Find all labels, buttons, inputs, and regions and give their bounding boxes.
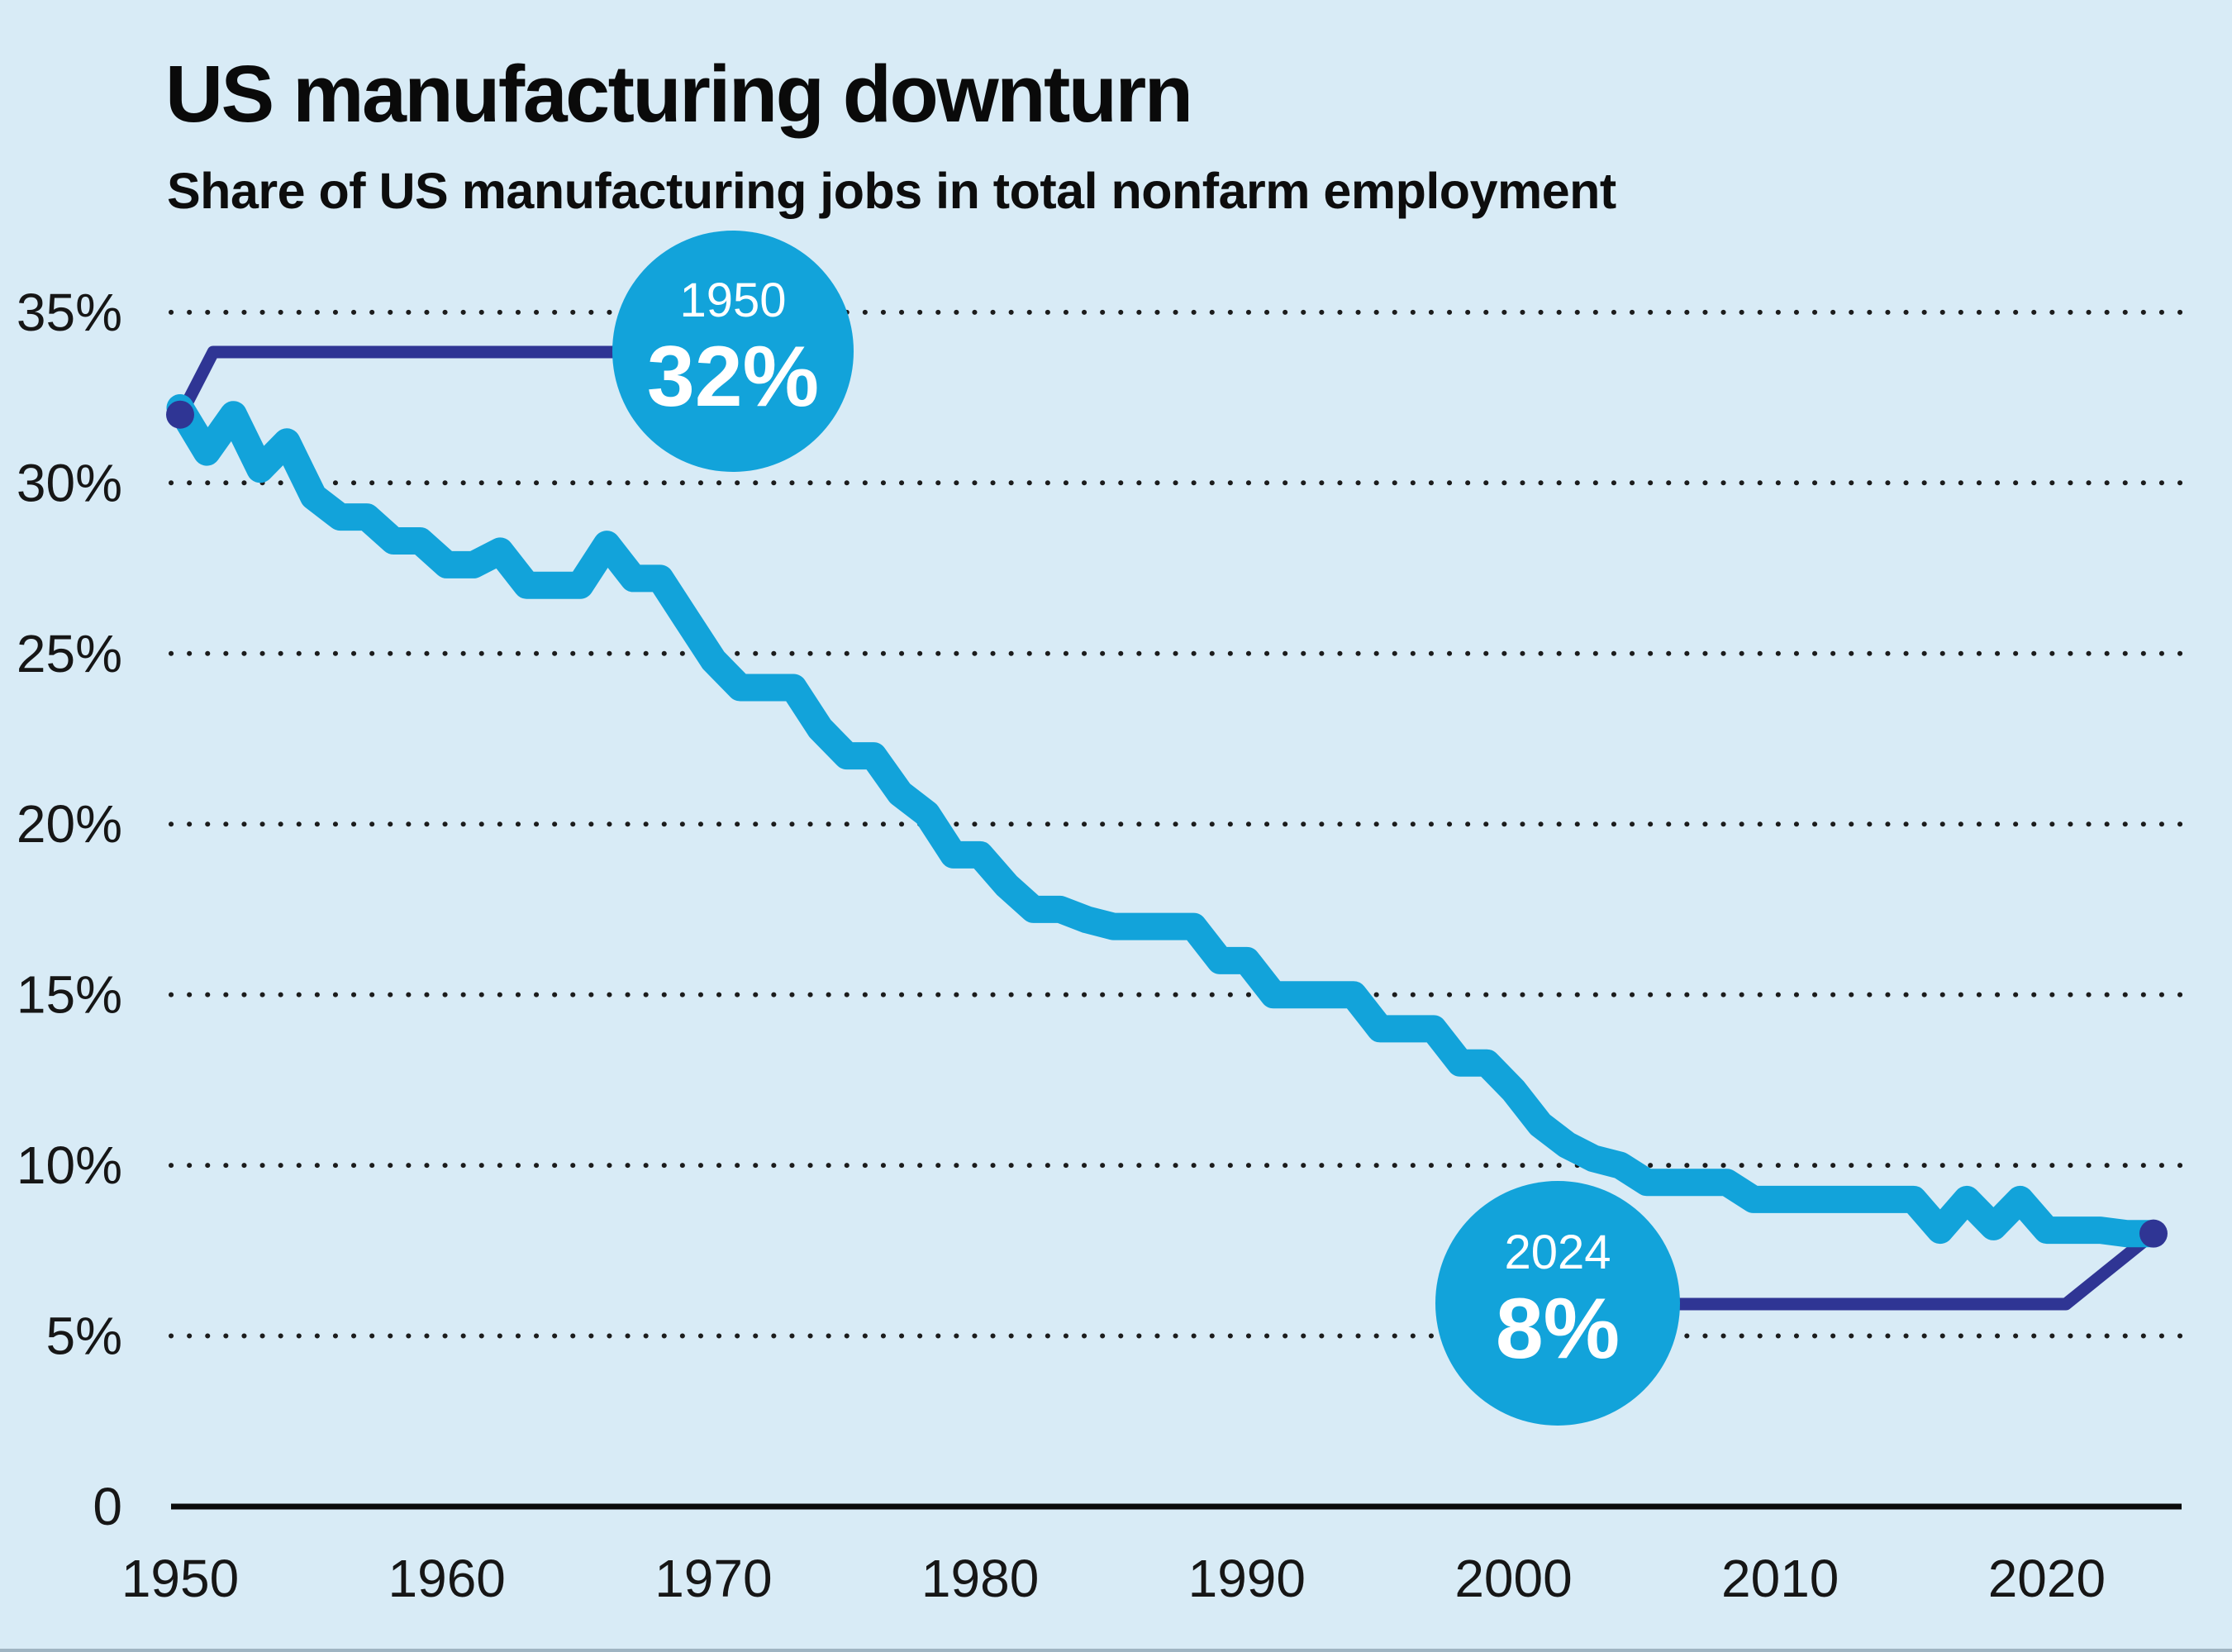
y-tick-label: 35% [17,283,122,342]
pointer-line-end [1558,1228,2158,1311]
y-tick-label: 25% [17,624,122,683]
x-tick-label: 1990 [1188,1549,1306,1608]
callout-value-2024: 8% [1496,1281,1620,1377]
callout-year-2024: 2024 [1504,1226,1611,1279]
chart-title: US manufacturing downturn [165,49,1193,139]
bottom-edge-rule [0,1649,2232,1652]
callout-value-1950: 32% [647,329,819,425]
y-tick-label: 20% [17,794,122,854]
callout-year-1950: 1950 [679,274,786,327]
pointer-line-start [174,345,733,420]
x-tick-label: 1950 [121,1549,239,1608]
x-tick-label: 1970 [654,1549,772,1608]
data-line [166,394,2168,1248]
y-tick-label: 0 [93,1477,122,1536]
callout-bubble-1950 [612,231,854,472]
endpoint-dot-2024 [2139,1219,2168,1248]
x-tick-label: 2000 [1454,1549,1572,1608]
callout-bubble-2024 [1435,1181,1680,1426]
endpoint-dot-1950 [166,400,194,429]
x-tick-label: 2020 [1988,1549,2106,1608]
y-tick-label: 30% [17,453,122,512]
chart-subtitle: Share of US manufacturing jobs in total … [167,163,1616,219]
x-tick-label: 1960 [388,1549,506,1608]
y-tick-label: 15% [17,965,122,1025]
y-tick-label: 5% [46,1307,123,1366]
x-tick-label: 1980 [921,1549,1039,1608]
y-tick-label: 10% [17,1135,122,1195]
x-tick-label: 2010 [1721,1549,1839,1608]
